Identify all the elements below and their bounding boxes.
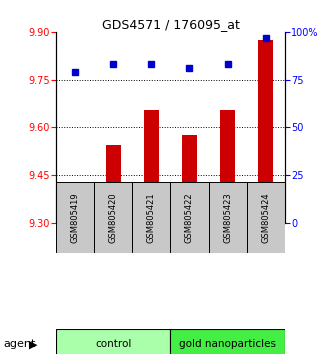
Text: GSM805424: GSM805424 [261, 192, 270, 243]
Bar [220, 110, 235, 223]
Bar [247, 182, 285, 253]
Bar [56, 329, 170, 354]
Text: gold nanoparticles: gold nanoparticles [179, 339, 276, 349]
Bar [132, 182, 170, 253]
Bar [182, 136, 197, 223]
Bar [56, 182, 94, 253]
Text: GSM805422: GSM805422 [185, 192, 194, 243]
Text: agent: agent [3, 339, 36, 349]
Bar [106, 145, 121, 223]
Text: GSM805419: GSM805419 [71, 192, 80, 243]
Title: GDS4571 / 176095_at: GDS4571 / 176095_at [102, 18, 239, 31]
Text: ▶: ▶ [29, 339, 37, 349]
Bar [94, 182, 132, 253]
Bar [68, 222, 83, 223]
Bar [170, 182, 209, 253]
Bar [170, 329, 285, 354]
Bar [258, 40, 273, 223]
Text: GSM805423: GSM805423 [223, 192, 232, 243]
Text: control: control [95, 339, 131, 349]
Text: GSM805420: GSM805420 [109, 192, 118, 243]
Bar [209, 182, 247, 253]
Bar [144, 110, 159, 223]
Text: GSM805421: GSM805421 [147, 192, 156, 243]
